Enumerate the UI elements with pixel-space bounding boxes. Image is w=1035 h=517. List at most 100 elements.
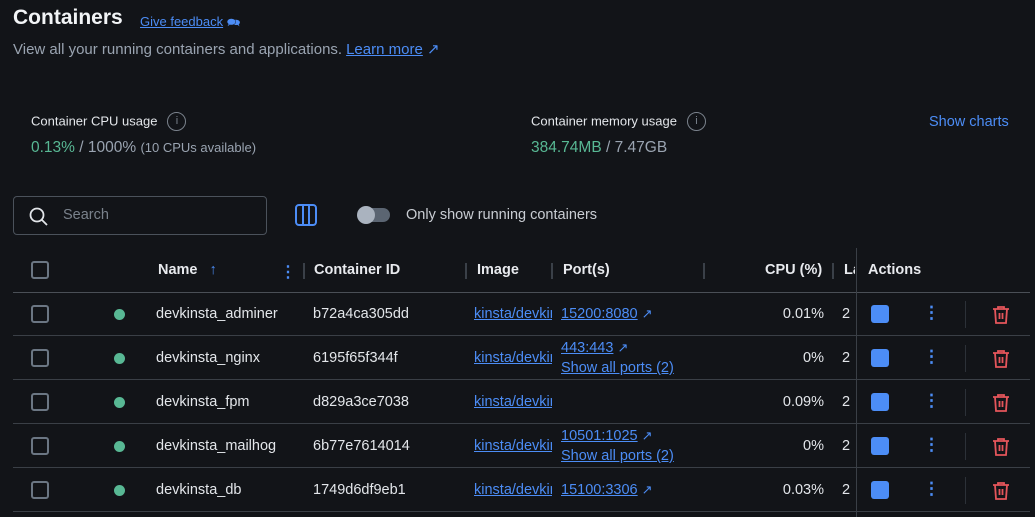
running-status-icon	[114, 309, 125, 320]
more-actions-icon[interactable]: ⋮	[923, 479, 940, 498]
column-divider[interactable]	[703, 263, 705, 279]
info-icon[interactable]: i	[686, 112, 706, 131]
running-only-toggle[interactable]	[357, 206, 390, 224]
stop-button[interactable]	[871, 481, 889, 499]
cpu-percent: 0.03%	[782, 482, 824, 498]
column-name-label: Name	[158, 262, 198, 278]
stop-button[interactable]	[871, 349, 889, 367]
cpu-sep: /	[74, 139, 88, 156]
image-link[interactable]: kinsta/devkinsta	[474, 438, 552, 454]
more-actions-icon[interactable]: ⋮	[923, 347, 940, 366]
column-cpu[interactable]: CPU (%)	[765, 262, 823, 278]
image-link[interactable]: kinsta/devkinsta	[474, 306, 552, 322]
row-checkbox[interactable]	[31, 393, 49, 411]
action-divider	[965, 345, 966, 372]
row-divider	[13, 423, 1030, 424]
column-menu-icon[interactable]: ⋮	[280, 264, 296, 281]
header-divider	[13, 292, 1030, 293]
trash-icon[interactable]	[991, 437, 1011, 457]
last-started: 2	[842, 438, 851, 454]
container-name[interactable]: devkinsta_mailhog	[156, 438, 277, 454]
search-input[interactable]: Search	[13, 196, 267, 235]
row-checkbox[interactable]	[31, 305, 49, 323]
external-link-icon[interactable]: ↗	[617, 340, 629, 355]
container-id: 1749d6df9eb1	[313, 482, 406, 498]
select-all-checkbox[interactable]	[31, 261, 49, 279]
column-ports[interactable]: Port(s)	[563, 262, 610, 278]
table-row[interactable]: devkinsta_adminer b72a4ca305dd kinsta/de…	[0, 293, 1035, 337]
external-link-icon[interactable]: ↗	[641, 428, 653, 443]
trash-icon[interactable]	[991, 349, 1011, 369]
image-link[interactable]: kinsta/devkinsta	[474, 482, 552, 498]
row-checkbox[interactable]	[31, 481, 49, 499]
column-divider[interactable]	[832, 263, 834, 279]
stop-button[interactable]	[871, 305, 889, 323]
running-status-icon	[114, 353, 125, 364]
image-link[interactable]: kinsta/devkinsta	[474, 394, 552, 410]
trash-icon[interactable]	[991, 481, 1011, 501]
column-image[interactable]: Image	[477, 262, 519, 278]
action-divider	[965, 477, 966, 504]
row-checkbox[interactable]	[31, 437, 49, 455]
sort-ascending-icon[interactable]: ↑	[209, 262, 217, 278]
search-placeholder: Search	[63, 207, 109, 223]
container-name[interactable]: devkinsta_adminer	[156, 306, 278, 322]
action-divider	[965, 301, 966, 328]
port-link[interactable]: 443:443	[561, 340, 614, 356]
row-divider	[13, 467, 1030, 468]
stop-button[interactable]	[871, 393, 889, 411]
table-row[interactable]: devkinsta_mailhog 6b77e7614014 kinsta/de…	[0, 425, 1035, 469]
action-divider	[965, 433, 966, 460]
port-link[interactable]: 15100:3306	[561, 482, 638, 498]
container-id: 6b77e7614014	[313, 438, 410, 454]
show-all-ports-link[interactable]: Show all ports (2)	[561, 448, 674, 464]
image-link[interactable]: kinsta/devkinsta	[474, 350, 552, 366]
column-name[interactable]: Name ↑	[158, 262, 217, 278]
column-divider[interactable]	[465, 263, 467, 279]
memory-total: 7.47GB	[614, 139, 668, 156]
column-divider[interactable]	[551, 263, 553, 279]
container-name[interactable]: devkinsta_fpm	[156, 394, 250, 410]
more-actions-icon[interactable]: ⋮	[923, 303, 940, 322]
show-charts-button[interactable]: Show charts	[929, 114, 1009, 130]
feedback-text[interactable]: Give feedback	[140, 14, 224, 29]
subtitle-text: View all your running containers and app…	[13, 41, 343, 58]
port-link[interactable]: 10501:1025	[561, 428, 638, 444]
memory-usage-stat: Container memory usage i 384.74MB / 7.47G…	[531, 112, 706, 157]
container-id: 6195f65f344f	[313, 350, 398, 366]
trash-icon[interactable]	[991, 305, 1011, 325]
stop-button[interactable]	[871, 437, 889, 455]
sticky-column-divider	[856, 248, 857, 517]
feedback-icon: 🗪	[226, 17, 241, 29]
more-actions-icon[interactable]: ⋮	[923, 435, 940, 454]
more-actions-icon[interactable]: ⋮	[923, 391, 940, 410]
row-divider	[13, 335, 1030, 336]
running-only-label: Only show running containers	[406, 207, 598, 223]
cpu-used: 0.13%	[31, 139, 75, 156]
columns-icon[interactable]	[295, 204, 317, 226]
column-container-id[interactable]: Container ID	[314, 262, 401, 278]
external-link-icon[interactable]: ↗	[641, 306, 653, 321]
trash-icon[interactable]	[991, 393, 1011, 413]
column-divider[interactable]	[303, 263, 305, 279]
show-all-ports-link[interactable]: Show all ports (2)	[561, 360, 674, 376]
column-last-started[interactable]: La	[844, 262, 855, 278]
memory-usage-label: Container memory usage	[531, 113, 677, 129]
table-row[interactable]: devkinsta_fpm d829a3ce7038 kinsta/devkin…	[0, 381, 1035, 425]
learn-more-link[interactable]: Learn more	[346, 41, 423, 58]
last-started: 2	[842, 482, 851, 498]
cpu-note: (10 CPUs available)	[140, 140, 257, 155]
port-link[interactable]: 15200:8080	[561, 306, 638, 322]
running-status-icon	[114, 485, 125, 496]
cpu-usage-stat: Container CPU usage i 0.13% / 1000% (10 C…	[31, 112, 256, 157]
external-link-icon[interactable]: ↗	[641, 482, 653, 497]
info-icon[interactable]: i	[167, 112, 187, 131]
table-row[interactable]: devkinsta_nginx 6195f65f344f kinsta/devk…	[0, 337, 1035, 381]
memory-sep: /	[601, 139, 615, 156]
row-checkbox[interactable]	[31, 349, 49, 367]
give-feedback-link[interactable]: Give feedback 🗪	[140, 14, 240, 33]
row-divider	[13, 511, 1030, 512]
container-name[interactable]: devkinsta_nginx	[156, 350, 260, 366]
table-row[interactable]: devkinsta_db 1749d6df9eb1 kinsta/devkins…	[0, 469, 1035, 513]
container-name[interactable]: devkinsta_db	[156, 482, 242, 498]
